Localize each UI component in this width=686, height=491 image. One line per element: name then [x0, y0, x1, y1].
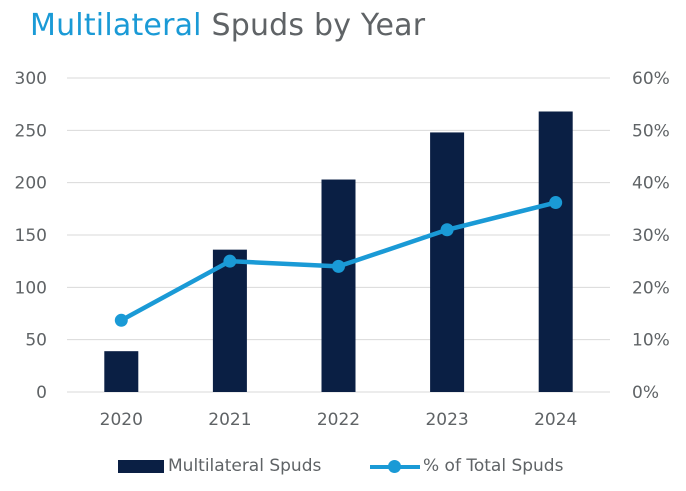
legend-item-line: % of Total Spuds — [370, 452, 563, 480]
bar — [212, 249, 247, 392]
bar — [538, 111, 573, 392]
y2-tick-label: 60% — [632, 69, 670, 89]
chart-canvas: 0 50 100 150 200 250 300 0% 10% 20% 30% 40% 50% 60% 20… — [15, 69, 670, 430]
legend-label-bars: Multilateral Spuds — [168, 456, 322, 476]
y2-tick-label: 40% — [632, 174, 670, 194]
y2-tick-label: 0% — [632, 383, 659, 403]
legend-label-line: % of Total Spuds — [423, 456, 564, 476]
y-tick-label: 0 — [36, 383, 47, 403]
x-tick-label: 2023 — [425, 410, 468, 430]
y2-tick-label: 10% — [632, 331, 670, 351]
line-point — [549, 196, 563, 210]
chart-title-rest: Spuds by Year — [211, 8, 426, 43]
y2-tick-label: 20% — [632, 278, 670, 298]
y-tick-label: 300 — [15, 69, 47, 89]
y-tick-label: 50 — [25, 331, 47, 351]
y2-tick-label: 50% — [632, 121, 670, 141]
line-point — [440, 223, 454, 237]
bar — [321, 179, 356, 392]
legend-swatch-bars — [118, 459, 164, 473]
line-point — [332, 259, 345, 273]
y-tick-label: 100 — [15, 278, 47, 298]
chart-title: Multilateral Spuds by Year — [30, 8, 425, 43]
bar — [104, 351, 139, 392]
x-tick-label: 2024 — [534, 410, 577, 430]
x-tick-label: 2022 — [317, 410, 360, 430]
line-point — [114, 313, 128, 327]
legend-item-bars: Multilateral Spuds — [118, 452, 321, 480]
y-tick-label: 250 — [15, 121, 47, 141]
legend-swatch-line — [370, 459, 420, 473]
chart-title-accent: Multilateral — [30, 8, 202, 43]
y2-tick-label: 30% — [632, 226, 670, 246]
y-tick-label: 200 — [15, 174, 47, 194]
y-tick-label: 150 — [15, 226, 47, 246]
line-point — [223, 254, 237, 268]
x-tick-label: 2020 — [100, 410, 143, 430]
bar — [430, 132, 465, 392]
x-tick-label: 2021 — [208, 410, 251, 430]
chart-legend: Multilateral Spuds % of Total Spuds — [0, 452, 686, 480]
